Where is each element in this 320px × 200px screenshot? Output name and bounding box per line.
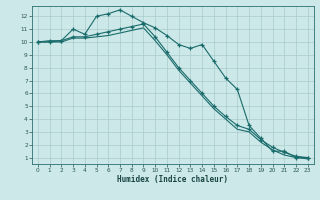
X-axis label: Humidex (Indice chaleur): Humidex (Indice chaleur) (117, 175, 228, 184)
